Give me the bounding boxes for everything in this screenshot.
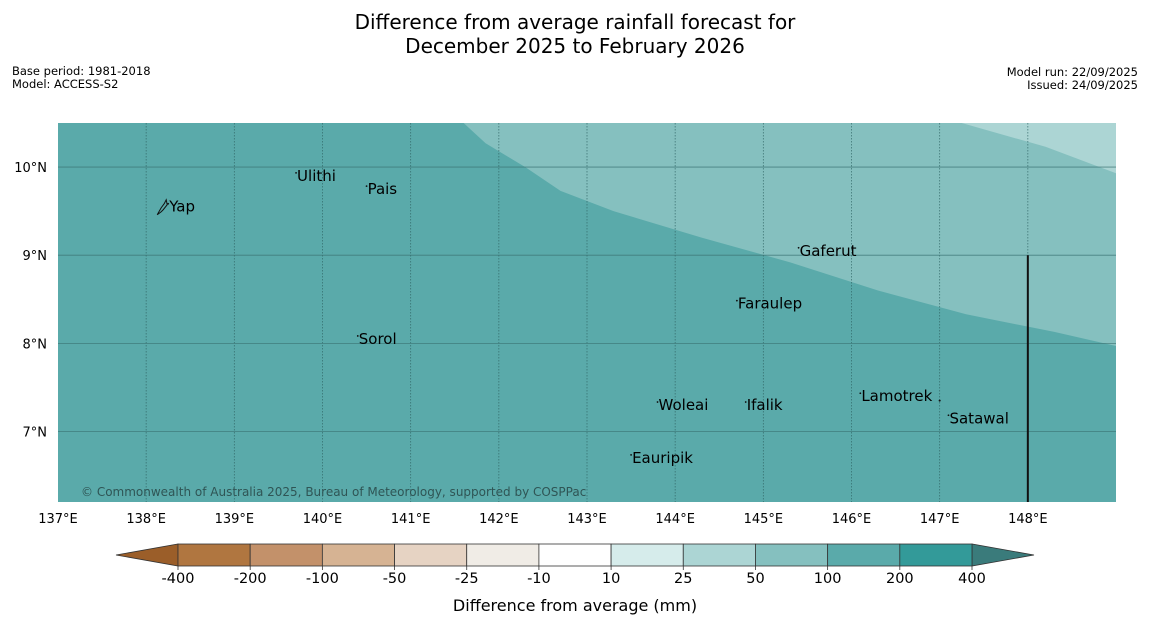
lon-tick-label: 140°E [303, 512, 343, 527]
model-name: Model: ACCESS-S2 [12, 77, 119, 91]
colorbar-extend-low [115, 543, 179, 567]
lon-tick-label: 147°E [920, 512, 960, 527]
place-marker [656, 401, 659, 403]
place-marker [735, 299, 738, 302]
lat-tick-label: 10°N [14, 161, 47, 176]
lon-tick-label: 146°E [832, 512, 872, 527]
place-label-lamotrek: Lamotrek [861, 387, 932, 405]
base-period: Base period: 1981-2018 [12, 64, 151, 78]
lon-tick-label: 144°E [655, 512, 695, 527]
place-marker [947, 414, 950, 417]
place-label-yap: Yap [168, 198, 195, 216]
colorbar-tick-label: 50 [746, 571, 764, 587]
colorbar-tick-label: -25 [455, 571, 479, 587]
colorbar-segment [394, 543, 468, 567]
colorbar-tick-label: 10 [602, 571, 620, 587]
place-marker [365, 185, 368, 188]
colorbar-tick-label: 100 [814, 571, 842, 587]
colorbar-segment [321, 543, 395, 567]
colorbar-segment [177, 543, 251, 567]
colorbar-tick-label: 200 [886, 571, 914, 587]
place-marker [859, 392, 862, 395]
place-label-pais: Pais [368, 180, 398, 198]
place-label-faraulep: Faraulep [738, 295, 802, 313]
lon-tick-label: 141°E [391, 512, 431, 527]
lon-tick-label: 145°E [744, 512, 784, 527]
colorbar: -400 -200 -100 -50 -25 -10 10 25 50 100 200 400 [115, 543, 1035, 587]
map-plot-area: Ulithi Pais Yap Gaferut Faraulep Sorol Lamotre… [58, 123, 1116, 502]
colorbar-tick-label: 25 [674, 571, 692, 587]
place-label-gaferut: Gaferut [800, 242, 857, 260]
colorbar-segment [755, 543, 829, 567]
place-label-woleai: Woleai [659, 396, 709, 414]
meta-right: Model run: 22/09/2025 Issued: 24/09/2025 [1007, 66, 1138, 92]
place-marker [167, 202, 170, 205]
place-marker [630, 454, 632, 456]
place-marker [797, 246, 800, 249]
colorbar-extend-high [971, 543, 1035, 567]
colorbar-segment [682, 543, 756, 567]
model-run-date: Model run: 22/09/2025 [1006, 65, 1138, 79]
rainfall-region-50 [961, 123, 1116, 174]
colorbar-segment [249, 543, 323, 567]
place-label-ifalik: Ifalik [747, 396, 783, 414]
colorbar-segment [538, 543, 612, 567]
colorbar-segment [610, 543, 684, 567]
place-label-sorol: Sorol [359, 330, 397, 348]
rainfall-region-100 [463, 123, 1116, 346]
copyright-text: © Commonwealth of Australia 2025, Bureau… [81, 485, 586, 499]
title-line-2: December 2025 to February 2026 [405, 34, 745, 58]
colorbar-tick-label: -400 [162, 571, 195, 587]
colorbar-segment [466, 543, 540, 567]
place-label-satawal: Satawal [949, 409, 1008, 427]
lon-tick-label: 143°E [567, 512, 607, 527]
lon-tick-label: 137°E [38, 512, 78, 527]
colorbar-label: Difference from average (mm) [452, 596, 698, 615]
lat-tick-label: 9°N [23, 249, 48, 264]
lat-tick-label: 8°N [23, 337, 48, 352]
colorbar-segment [899, 543, 973, 567]
colorbar-tick-label: -200 [234, 571, 267, 587]
place-label-ulithi: Ulithi [297, 167, 336, 185]
meta-left: Base period: 1981-2018 Model: ACCESS-S2 [12, 65, 151, 91]
colorbar-tick-label: 400 [958, 571, 986, 587]
place-marker [744, 401, 747, 403]
lon-tick-label: 148°E [1008, 512, 1048, 527]
colorbar-tick-label: -10 [527, 571, 551, 587]
colorbar-segment [827, 543, 901, 567]
lat-tick-label: 7°N [23, 425, 48, 440]
islet-marker [938, 399, 941, 402]
map-title: Difference from average rainfall forecas… [0, 10, 1150, 58]
place-marker [356, 335, 359, 337]
issued-date: Issued: 24/09/2025 [1027, 78, 1138, 92]
colorbar-tick-label: -100 [306, 571, 339, 587]
place-marker [295, 171, 297, 174]
place-label-eauripik: Eauripik [632, 449, 693, 467]
yap-island-outline [156, 198, 168, 216]
lon-tick-label: 139°E [215, 512, 255, 527]
lon-tick-label: 142°E [479, 512, 519, 527]
colorbar-tick-label: -50 [383, 571, 407, 587]
title-line-1: Difference from average rainfall forecas… [354, 10, 796, 34]
lon-tick-label: 138°E [126, 512, 166, 527]
